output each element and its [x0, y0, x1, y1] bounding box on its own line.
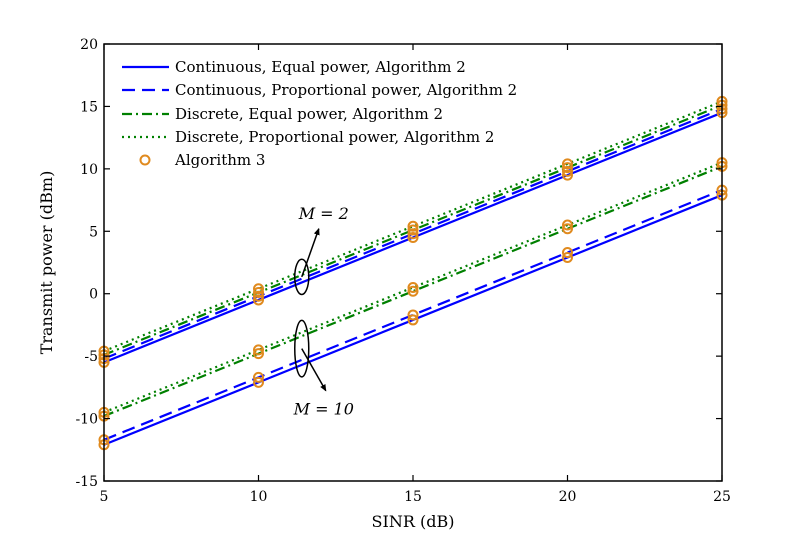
y-tick-label: -10 — [75, 412, 98, 428]
legend-item: Discrete, Equal power, Algorithm 2 — [122, 105, 443, 123]
legend-label: Discrete, Equal power, Algorithm 2 — [175, 105, 443, 123]
annotation-label-0: M = 2 — [298, 204, 349, 223]
annotation-ellipse-0 — [294, 258, 310, 296]
annotation-label-1: M = 10 — [293, 400, 354, 419]
algorithm3-marker — [253, 283, 264, 295]
algorithm3-marker — [407, 285, 419, 297]
algorithm3-marker — [253, 344, 264, 356]
series-line-M10-5 — [103, 189, 723, 441]
algorithm3-marker — [562, 223, 573, 235]
algorithm3-marker — [407, 228, 419, 240]
y-tick-label: 10 — [80, 162, 98, 178]
y-tick-label: 5 — [89, 224, 98, 240]
algorithm3-marker — [253, 376, 264, 388]
algorithm3-marker — [407, 220, 419, 232]
y-axis-label: Transmit power (dBm) — [37, 171, 56, 355]
algorithm3-marker — [562, 158, 573, 170]
algorithm3-marker — [562, 162, 573, 174]
algorithm3-marker — [253, 294, 264, 306]
algorithm3-marker — [407, 232, 419, 244]
algorithm3-marker — [253, 286, 264, 298]
algorithm3-marker — [562, 219, 573, 231]
legend-item: Continuous, Equal power, Algorithm 2 — [122, 58, 466, 76]
legend-label: Continuous, Equal power, Algorithm 2 — [175, 58, 466, 76]
y-tick-label: 15 — [80, 99, 98, 115]
x-tick-label: 20 — [559, 489, 577, 505]
x-axis-label: SINR (dB) — [372, 512, 455, 531]
legend-item: Algorithm 3 — [139, 151, 265, 169]
algorithm3-marker — [407, 309, 419, 321]
algorithm3-marker — [407, 314, 419, 326]
x-tick-label: 5 — [100, 489, 109, 505]
plot-area — [104, 44, 722, 481]
x-tick-label: 15 — [404, 489, 422, 505]
legend-item: Continuous, Proportional power, Algorith… — [122, 81, 517, 99]
algorithm3-marker — [407, 224, 419, 236]
plot-background — [104, 44, 722, 481]
algorithm3-marker — [562, 252, 573, 264]
series-line-M2-1 — [103, 107, 723, 360]
x-tick-label: 25 — [713, 489, 731, 505]
algorithm3-marker — [562, 165, 573, 177]
algorithm3-marker — [562, 169, 573, 181]
x-tick-label: 10 — [250, 489, 268, 505]
legend-label: Discrete, Proportional power, Algorithm … — [175, 128, 494, 146]
annotation-layer: M = 2 M = 10 — [293, 204, 354, 419]
y-tick-label: -5 — [84, 349, 98, 365]
legend: Continuous, Equal power, Algorithm 2 Cont… — [122, 58, 517, 169]
algorithm3-marker — [253, 348, 264, 360]
annotation-arrow-1 — [301, 348, 327, 392]
legend-label: Algorithm 3 — [174, 151, 265, 169]
annotation-ellipse-1 — [294, 319, 310, 378]
y-tick-label: -15 — [75, 474, 98, 490]
series-line-M10-6 — [103, 165, 723, 418]
series-line-M2-2 — [103, 104, 723, 356]
axes-layer: 5 10 15 20 25 -15 -10 -5 0 5 10 15 20 — [75, 37, 730, 505]
legend-label: Continuous, Proportional power, Algorith… — [175, 81, 517, 99]
algorithm3-marker — [562, 247, 573, 259]
legend-item: Discrete, Proportional power, Algorithm … — [122, 128, 494, 146]
legend-marker-circle-icon — [139, 154, 151, 166]
algorithm3-marker — [253, 290, 264, 302]
annotation-arrow-0 — [301, 227, 320, 278]
algorithm3-marker — [407, 281, 419, 293]
y-tick-label: 0 — [89, 287, 98, 303]
algorithm3-marker — [253, 371, 264, 383]
y-tick-label: 20 — [80, 37, 98, 53]
